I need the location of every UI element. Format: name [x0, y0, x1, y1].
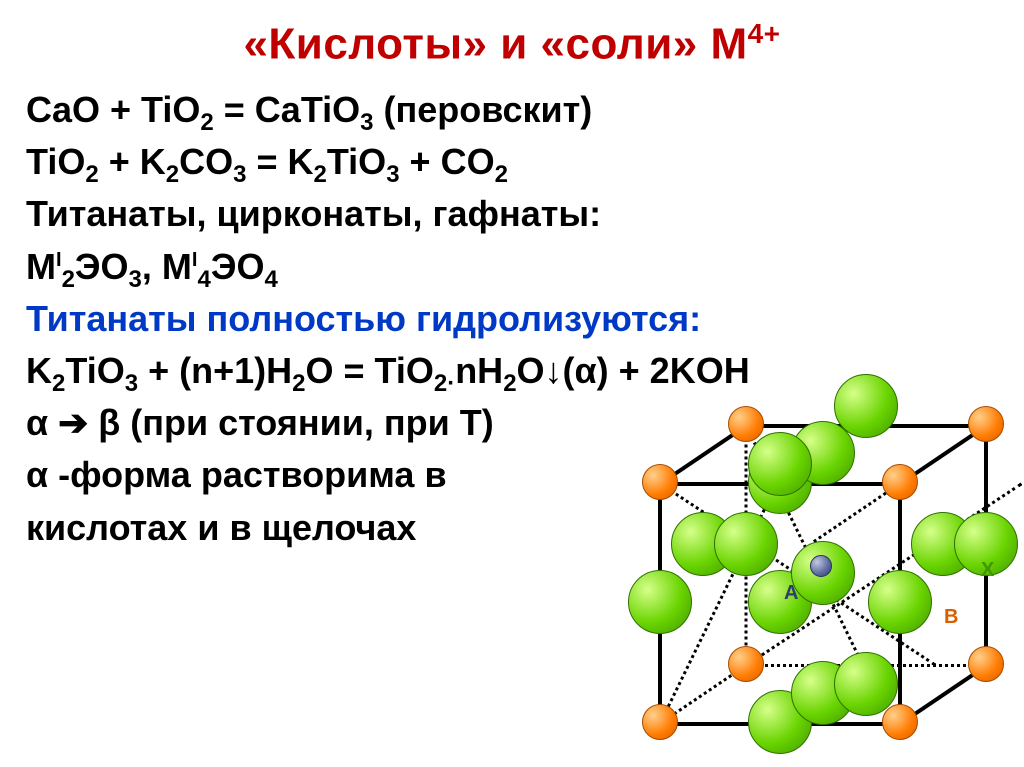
center-atom	[810, 555, 832, 577]
label-X: X	[981, 559, 994, 582]
face-atom	[714, 512, 778, 576]
corner-atom	[968, 646, 1004, 682]
body-line: CaO + TiO2 = CaTiO3 (перовскит)	[26, 84, 996, 136]
body-line: Титанаты полностью гидролизуются:	[26, 293, 996, 345]
corner-atom	[728, 646, 764, 682]
label-B: B	[944, 606, 958, 629]
body-line: Титанаты, цирконаты, гафнаты:	[26, 188, 996, 240]
body-line: кислотах и в щелочах	[26, 502, 666, 554]
perovskite-diagram: A B X	[624, 404, 1004, 749]
corner-atom	[968, 406, 1004, 442]
corner-atom	[728, 406, 764, 442]
corner-atom	[642, 704, 678, 740]
body-line: α -форма растворима в	[26, 449, 666, 501]
face-atom	[868, 570, 932, 634]
body-line: MI2ЭО3, MI4ЭО4	[26, 241, 996, 293]
face-atom	[834, 652, 898, 716]
label-A: A	[784, 582, 798, 605]
face-atom	[748, 432, 812, 496]
corner-atom	[642, 464, 678, 500]
body-line: TiO2 + K2CO3 = K2TiO3 + CO2	[26, 136, 996, 188]
slide-title: «Кислоты» и «соли» М4+	[0, 0, 1024, 70]
corner-atom	[882, 704, 918, 740]
face-atom	[834, 374, 898, 438]
face-atom	[628, 570, 692, 634]
corner-atom	[882, 464, 918, 500]
